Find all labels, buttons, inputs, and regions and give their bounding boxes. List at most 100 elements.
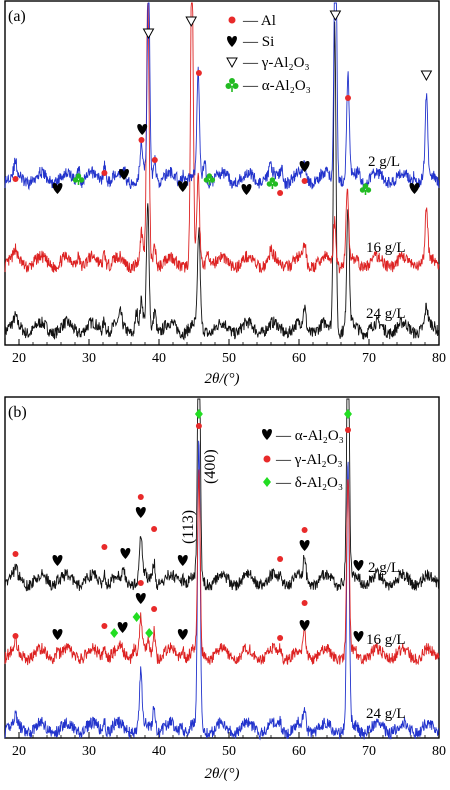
club-marker-icon [359, 183, 372, 195]
gamma-triangle-marker-icon [185, 16, 198, 28]
panel-b-xaxis: 20 30 40 50 60 70 80 [12, 732, 446, 759]
heart-marker-icon [52, 555, 63, 566]
panel-b-label-16gL: 16 g/L [366, 632, 406, 648]
x-tick-label: 50 [222, 744, 236, 759]
al-marker-icon [101, 544, 108, 550]
legend-gamma-circle-icon [263, 455, 271, 463]
al-marker-icon [101, 170, 108, 176]
heart-marker-icon [120, 548, 131, 559]
x-tick-label: 70 [362, 351, 376, 366]
panel-b-label-24gL: 24 g/L [366, 706, 406, 722]
delta-diamond-marker-icon [344, 409, 352, 419]
x-tick-label: 20 [12, 351, 26, 366]
al-marker-icon [301, 178, 308, 184]
heart-marker-icon [241, 184, 252, 195]
heart-marker-icon [177, 629, 188, 640]
al-marker-icon [195, 423, 202, 429]
heart-marker-icon [117, 622, 128, 633]
legend-delta-diamond-icon [263, 477, 271, 487]
trace-24gL [4, 21, 440, 341]
al-marker-icon [12, 633, 19, 639]
x-tick-label: 40 [152, 351, 166, 366]
x-tick-label: 70 [362, 744, 376, 759]
legend-al-circle-icon [228, 16, 236, 24]
al-marker-icon [138, 137, 145, 143]
legend-a-item-4: — α-Al₂O₃ [242, 78, 311, 94]
legend-alpha-heart-icon [262, 429, 272, 440]
legend-a-item-3: — γ-Al₂O₃ [242, 55, 310, 71]
panel-b-label-2gL: 2 g/L [368, 560, 400, 576]
heart-marker-icon [353, 560, 364, 571]
delta-diamond-marker-icon [194, 409, 203, 419]
al-marker-icon [301, 527, 308, 533]
al-marker-icon [12, 551, 19, 557]
legend-b-item-2: — γ-Al₂O₃ [275, 452, 343, 468]
heart-marker-icon [299, 161, 310, 172]
panel-a-phase-markers [12, 10, 433, 196]
al-marker-icon [101, 623, 108, 629]
trace-16gL [4, 2, 440, 274]
x-tick-label: 60 [292, 744, 306, 759]
al-marker-icon [345, 95, 351, 101]
legend-a-item-2: — Si [242, 34, 274, 50]
trace-2gL [4, 398, 440, 592]
panel-a-label-2gL: 2 g/L [368, 154, 400, 170]
panel-a-label: (a) [8, 8, 26, 25]
panel-b-label: (b) [8, 404, 27, 421]
legend-b-item-3: — δ-Al₂O₃ [275, 475, 343, 491]
x-tick-label: 60 [292, 351, 306, 366]
al-marker-icon [151, 606, 158, 612]
club-marker-icon [203, 173, 216, 185]
al-marker-icon [277, 556, 284, 562]
x-tick-label: 50 [222, 351, 236, 366]
legend-si-heart-icon [227, 36, 237, 47]
club-marker-icon [266, 177, 279, 189]
gamma-triangle-marker-icon [329, 10, 342, 22]
al-marker-icon [277, 635, 284, 641]
x-tick-label: 40 [152, 744, 166, 759]
al-marker-icon [151, 526, 158, 532]
trace-16gL [4, 469, 440, 666]
panel-a-frame [4, 0, 440, 346]
heart-marker-icon [299, 620, 310, 631]
panel-b-legend: — α-Al₂O₃ — γ-Al₂O₃ — δ-Al₂O₃ [262, 428, 344, 491]
panel-a-xlabel: 2θ/(°) [204, 371, 239, 387]
panel-a-xaxis: 20 30 40 50 60 70 80 [12, 339, 446, 366]
panel-b-traces [4, 398, 440, 741]
x-tick-label: 80 [432, 744, 446, 759]
gamma-triangle-marker-icon [420, 70, 433, 82]
annotation-400: (400) [202, 449, 219, 484]
x-tick-label: 80 [432, 351, 446, 366]
legend-a-item-1: — Al [242, 13, 276, 29]
al-marker-icon [137, 494, 144, 500]
heart-marker-icon [299, 540, 310, 551]
heart-marker-icon [135, 507, 146, 518]
panel-a-label-16gL: 16 g/L [366, 240, 406, 256]
legend-alpha-club-icon [225, 78, 239, 92]
gamma-triangle-marker-icon [142, 28, 155, 40]
delta-diamond-marker-icon [110, 628, 119, 638]
heart-marker-icon [52, 629, 63, 640]
panel-a-traces [4, 2, 440, 341]
heart-marker-icon [52, 183, 63, 194]
al-marker-icon [277, 190, 284, 196]
panel-a-label-24gL: 24 g/L [366, 306, 406, 322]
delta-diamond-marker-icon [145, 628, 154, 638]
al-marker-icon [301, 600, 308, 606]
panel-b-xlabel: 2θ/(°) [204, 766, 239, 782]
heart-marker-icon [409, 183, 420, 194]
panel-b-frame [4, 396, 440, 739]
x-tick-label: 30 [82, 351, 96, 366]
panel-b-phase-markers [12, 409, 364, 642]
heart-marker-icon [177, 555, 188, 566]
legend-gamma-triangle-icon [226, 57, 238, 69]
delta-diamond-marker-icon [132, 612, 141, 622]
panel-b: (b) 20 30 40 50 60 70 80 — α-Al₂O₃ — γ-Al₂O₃ —… [4, 396, 446, 782]
heart-marker-icon [137, 124, 148, 135]
x-tick-label: 30 [82, 744, 96, 759]
annotation-113: (113) [180, 510, 197, 544]
al-marker-icon [12, 176, 19, 182]
panel-a: (a) 20 30 40 50 60 70 80 — Al — Si — γ-Al₂O₃ —… [4, 0, 446, 387]
legend-b-item-1: — α-Al₂O₃ [275, 428, 344, 444]
